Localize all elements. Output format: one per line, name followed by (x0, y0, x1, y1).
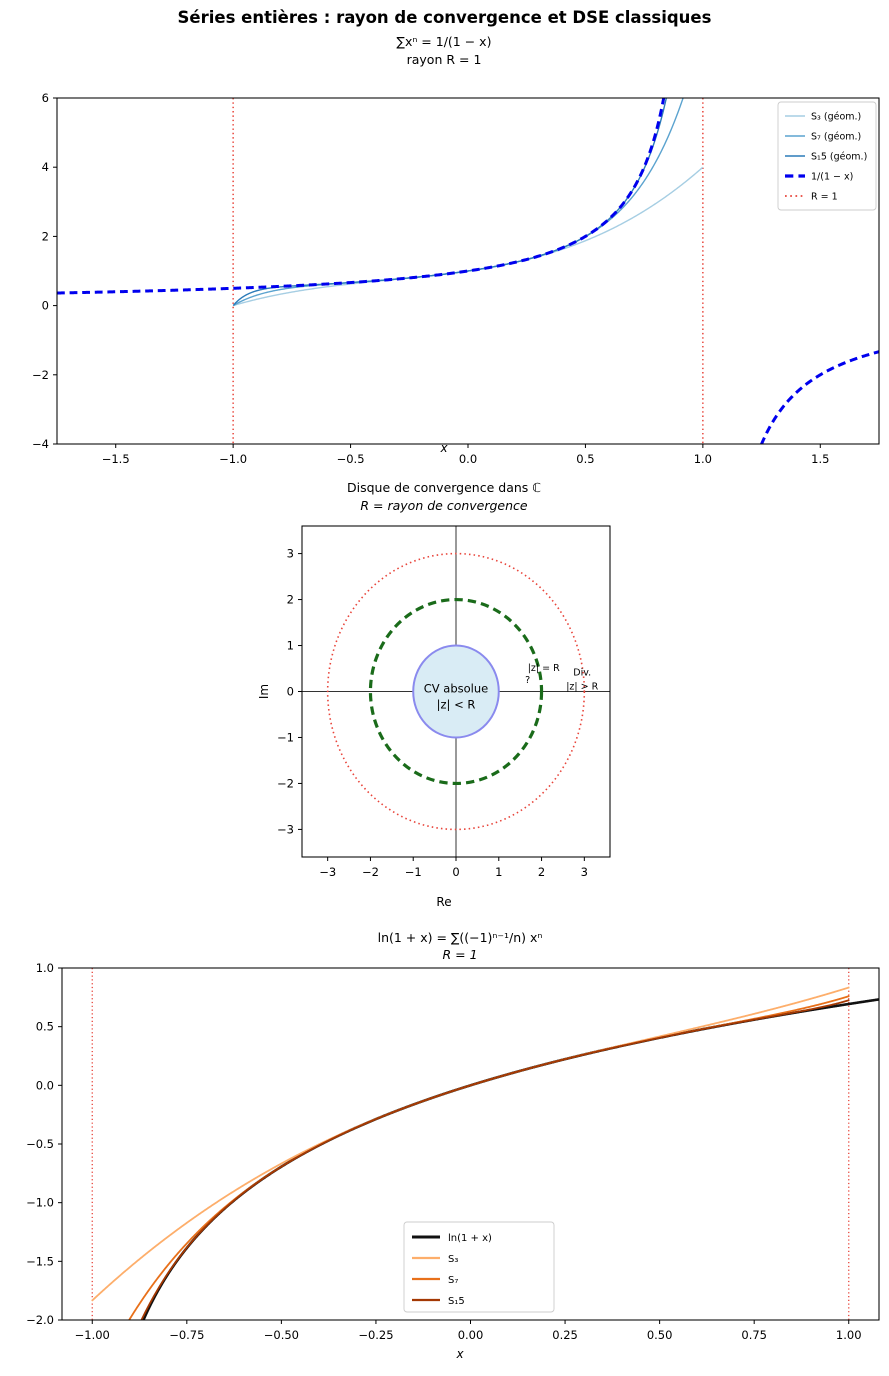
chart2-divergence-circle (326, 552, 586, 831)
chart2-xticklabel: −2 (362, 865, 379, 879)
chart3-xticklabel: −0.75 (169, 1328, 204, 1342)
chart1-xticklabel: 1.0 (694, 452, 712, 466)
chart1-legend-label: S₃ (géom.) (811, 112, 861, 123)
chart1-yticklabel: 2 (42, 229, 49, 243)
chart1-series-1 (232, 98, 684, 307)
figure-suptitle: Séries entières : rayon de convergence e… (177, 8, 712, 27)
chart3-legend-label: ln(1 + x) (448, 1233, 492, 1244)
panel-log-series: ln(1 + x) = ∑((−1)ⁿ⁻¹/n) xⁿ R = 1 −1.00 −0… (0, 926, 889, 1376)
chart3-yticklabel: 0.5 (36, 1020, 54, 1034)
chart3-legend-label: S₇ (448, 1275, 458, 1286)
chart2-annotation-boundary-line1: |z| = R (528, 663, 560, 674)
chart3-xticklabel: 0.25 (552, 1328, 578, 1342)
chart1-xticklabel: −1.5 (102, 452, 130, 466)
chart2-annotation-boundary-line2: ? (525, 675, 530, 686)
chart2-yticklabel: 3 (287, 547, 294, 561)
chart3-xlabel: x (455, 1347, 464, 1361)
chart2-xticklabel: 1 (495, 865, 502, 879)
chart1-xticklabel: −1.0 (219, 452, 247, 466)
chart3-yticklabel: 0.0 (36, 1078, 54, 1092)
chart2-annotation-div-line2: |z| > R (566, 682, 598, 693)
chart2-boundary-circle (368, 597, 544, 786)
chart3-legend-box[interactable] (403, 1221, 555, 1313)
geometric-series-svg: ∑xⁿ = 1/(1 − x) rayon R = 1 −1.5 −1.0 −0.5… (32, 34, 880, 466)
chart1-yticklabel: 0 (42, 299, 49, 313)
log-series-svg: ln(1 + x) = ∑((−1)ⁿ⁻¹/n) xⁿ R = 1 −1.00 −0… (26, 930, 880, 1361)
chart3-xticklabel: 0.75 (741, 1328, 767, 1342)
chart3-yticklabel: −2.0 (26, 1313, 54, 1327)
panel-convergence-disk: Disque de convergence dans ℂ R = rayon d… (0, 478, 889, 918)
chart1-xticklabel: 0.5 (576, 452, 594, 466)
chart3-title-group: ln(1 + x) = ∑((−1)ⁿ⁻¹/n) xⁿ R = 1 (378, 930, 543, 962)
chart1-yticklabel: 4 (42, 160, 49, 174)
chart2-xticklabel: −3 (319, 865, 336, 879)
chart3-subtitle: R = 1 (442, 947, 477, 962)
chart2-subtitle: R = rayon de convergence (360, 498, 528, 513)
panel-geometric-series: ∑xⁿ = 1/(1 − x) rayon R = 1 −1.5 −1.0 −0.5… (0, 30, 889, 470)
chart3-xticklabel: 1.00 (836, 1328, 862, 1342)
chart3-legend-label: S₃ (448, 1254, 458, 1265)
chart2-annotation-div-line1: Div. (573, 668, 591, 679)
chart1-legend-label: S₁5 (géom.) (811, 152, 867, 163)
chart1-legend-label: S₇ (géom.) (811, 132, 861, 143)
chart1-subtitle: rayon R = 1 (407, 52, 482, 67)
chart1-curves (57, 98, 879, 444)
chart2-yticklabel: −1 (277, 730, 294, 744)
chart1-title: ∑xⁿ = 1/(1 − x) (397, 34, 492, 49)
chart2-ylabel-text: Im (257, 684, 271, 699)
chart2-inner-disk (412, 644, 500, 739)
chart3-xticklabel: 0.50 (647, 1328, 673, 1342)
chart1-xticklabel: −0.5 (337, 452, 365, 466)
chart1-xlabel: x (439, 441, 448, 455)
chart2-annotation-cv-line2: |z| < R (437, 698, 476, 712)
chart1-series-2 (232, 98, 668, 306)
chart3-series-3 (140, 999, 850, 1320)
chart2-title: Disque de convergence dans ℂ (347, 480, 541, 495)
chart1-yticklabel: −4 (32, 437, 49, 451)
chart3-curves (91, 986, 879, 1320)
chart3-yticklabel: −1.0 (26, 1196, 54, 1210)
chart1-plot-area: −1.5 −1.0 −0.5 0.0 0.5 1.0 1.5 −4 −2 0 2 4 6 S₃ (géom… (32, 91, 880, 466)
chart1-yticklabel: −2 (32, 368, 49, 382)
chart2-xticklabel: 3 (581, 865, 588, 879)
chart1-xticklabel: 1.5 (811, 452, 829, 466)
chart2-yticklabel: −2 (277, 776, 294, 790)
chart2-annotation-cv-line1: CV absolue (424, 682, 489, 696)
chart2-xlabel: Re (436, 895, 451, 909)
chart2-yticklabel: 0 (287, 685, 294, 699)
chart2-xticklabel: −1 (405, 865, 422, 879)
chart3-xticklabel: 0.00 (458, 1328, 484, 1342)
chart1-yticklabel: 6 (42, 91, 49, 105)
chart3-yticklabel: −1.5 (26, 1254, 54, 1268)
chart3-plot-area: −1.00 −0.75 −0.50 −0.25 0.00 0.25 0.50 0.75 1.00… (26, 961, 880, 1342)
chart1-series-3 (57, 98, 879, 444)
chart3-series-2 (128, 995, 850, 1320)
chart2-xticklabel: 2 (538, 865, 545, 879)
convergence-disk-svg: Disque de convergence dans ℂ R = rayon d… (257, 480, 611, 909)
chart2-yticklabel: 2 (287, 593, 294, 607)
chart1-legend-label: 1/(1 − x) (811, 172, 853, 183)
chart3-xticklabel: −1.00 (75, 1328, 110, 1342)
chart2-yticklabel: 1 (287, 639, 294, 653)
chart1-legend-label: R = 1 (811, 192, 838, 203)
chart1-legend-box[interactable] (777, 101, 877, 211)
chart3-yticklabel: −0.5 (26, 1137, 54, 1151)
chart3-xticklabel: −0.25 (358, 1328, 393, 1342)
chart3-yticklabel: 1.0 (36, 961, 54, 975)
chart3-legend-label: S₁5 (448, 1296, 465, 1307)
chart1-xticklabel: 0.0 (459, 452, 477, 466)
chart2-yticklabel: −3 (277, 822, 294, 836)
chart3-title: ln(1 + x) = ∑((−1)ⁿ⁻¹/n) xⁿ (378, 930, 543, 945)
chart3-xticklabel: −0.50 (264, 1328, 299, 1342)
chart2-plot-area: CV absolue |z| < R |z| = R? Div. |z| > R −3 −2… (257, 525, 611, 879)
chart2-xticklabel: 0 (452, 865, 459, 879)
